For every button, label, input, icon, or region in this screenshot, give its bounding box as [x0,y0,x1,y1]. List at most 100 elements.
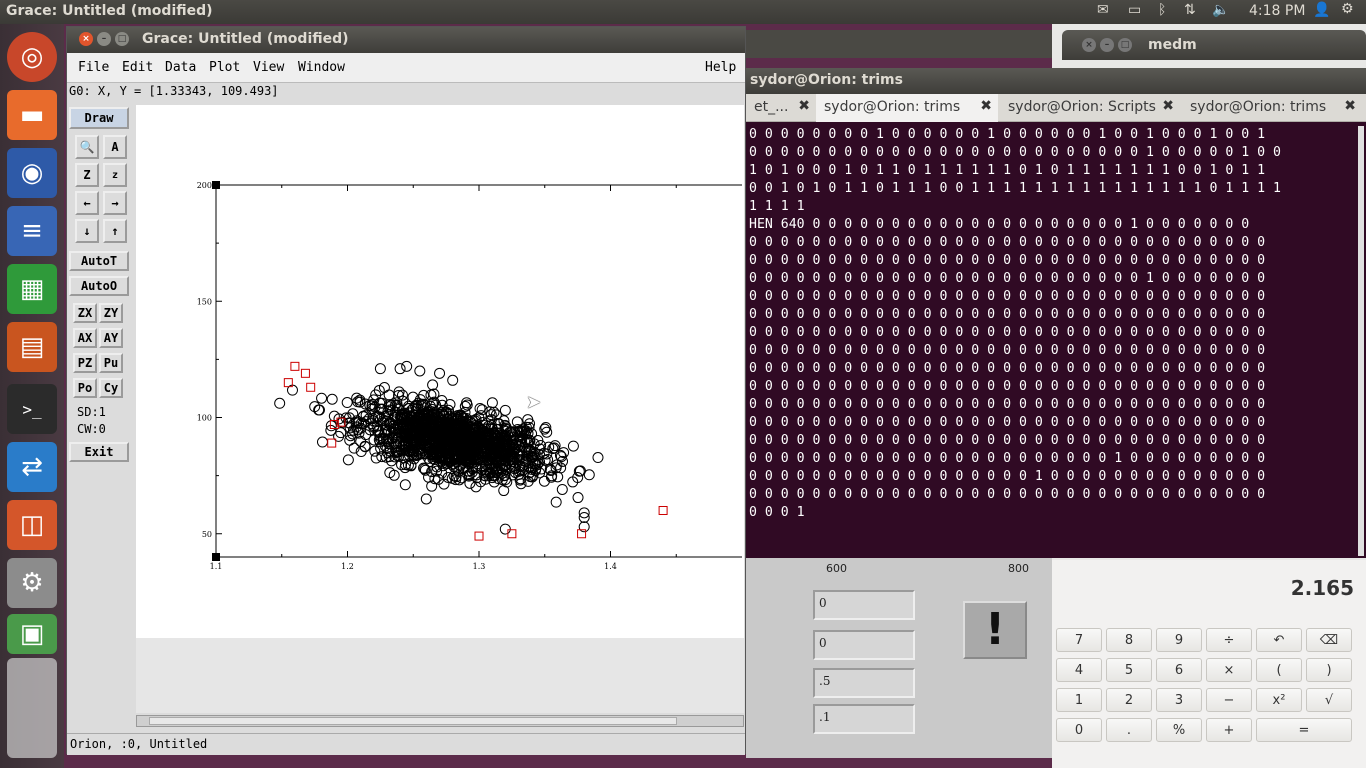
calc-key[interactable]: ( [1256,658,1302,682]
maximize-icon[interactable]: □ [115,32,129,46]
pu-button[interactable]: Pu [99,353,123,373]
clock[interactable]: 4:18 PM [1249,3,1306,19]
x-tick-label: 1.3 [473,562,486,571]
terminal-scrollbar[interactable] [1358,126,1364,556]
calc-key[interactable]: x² [1256,688,1302,712]
terminal-icon[interactable]: >_ [7,384,57,434]
field-3[interactable]: .5 [813,668,915,698]
maximize-icon[interactable]: □ [1118,38,1132,52]
terminal-tab-4[interactable]: sydor@Orion: trims ✖ [1182,94,1362,122]
calc-key[interactable]: 5 [1106,658,1152,682]
terminal-window[interactable]: sydor@Orion: trims et_... ✖ sydor@Orion: … [746,68,1366,558]
ax-button[interactable]: AX [73,328,97,348]
arrow-down-icon[interactable]: ↓ [75,219,99,243]
calc-key[interactable]: + [1206,718,1252,742]
calc-key[interactable]: . [1106,718,1152,742]
autot-button[interactable]: AutoT [69,251,129,271]
gear-icon[interactable]: ⚙ [1341,1,1354,17]
calc-key[interactable]: 9 [1156,628,1202,652]
teamviewer-icon[interactable]: ⇄ [7,442,57,492]
calc-key[interactable]: − [1206,688,1252,712]
po-button[interactable]: Po [73,378,97,398]
calc-key[interactable]: = [1256,718,1352,742]
zoom-out-icon[interactable]: z [103,163,127,187]
menu-view[interactable]: View [253,60,285,75]
calc-key[interactable]: 8 [1106,628,1152,652]
user-icon[interactable]: 👤 [1313,2,1331,18]
zoom-icon[interactable]: 🔍 [75,135,99,159]
calc-key[interactable]: 0 [1056,718,1102,742]
arrow-left-icon[interactable]: ← [75,191,99,215]
menu-edit[interactable]: Edit [122,60,154,75]
close-tab-icon[interactable]: ✖ [798,98,810,114]
bang-button[interactable]: ! [963,601,1027,659]
scroll-thumb[interactable] [149,717,677,725]
zy-button[interactable]: ZY [99,303,123,323]
firefox-icon[interactable]: ◉ [7,148,57,198]
mail-icon[interactable]: ✉ [1097,2,1109,18]
horizontal-scrollbar[interactable] [136,715,744,727]
files-icon[interactable]: ▬ [7,90,57,140]
calc-key[interactable]: √ [1306,688,1352,712]
impress-icon[interactable]: ▤ [7,322,57,372]
minimized-stack-icon[interactable] [7,658,57,758]
zx-button[interactable]: ZX [73,303,97,323]
field-2[interactable]: 0 [813,630,915,660]
terminal-titlebar[interactable]: sydor@Orion: trims [746,68,1366,94]
calc-key[interactable]: 1 [1056,688,1102,712]
autoo-button[interactable]: AutoO [69,276,129,296]
menu-plot[interactable]: Plot [209,60,241,75]
calc-key[interactable]: 7 [1056,628,1102,652]
battery-icon[interactable]: ▭ [1128,2,1142,18]
calc-icon[interactable]: ▦ [7,264,57,314]
network-icon[interactable]: ⇅ [1184,2,1196,18]
minimize-icon[interactable]: – [1100,38,1114,52]
calc-key[interactable]: ↶ [1256,628,1302,652]
calc-key[interactable]: 4 [1056,658,1102,682]
menu-window[interactable]: Window [298,60,345,75]
software-center-icon[interactable]: ◫ [7,500,57,550]
zoom-in-icon[interactable]: Z [75,163,99,187]
draw-button[interactable]: Draw [69,107,129,129]
calc-key[interactable]: 2 [1106,688,1152,712]
menu-help[interactable]: Help [705,60,737,75]
ubuntu-dash-icon[interactable]: ◎ [7,32,57,82]
close-tab-icon[interactable]: ✖ [980,98,992,114]
menu-data[interactable]: Data [165,60,197,75]
field-4[interactable]: .1 [813,704,915,734]
volume-icon[interactable]: 🔈 [1212,2,1230,18]
calc-key[interactable]: ÷ [1206,628,1252,652]
grace-titlebar[interactable]: × – □ Grace: Untitled (modified) [67,27,745,53]
calc-key[interactable]: % [1156,718,1202,742]
system-settings-icon[interactable]: ⚙ [7,558,57,608]
terminal-tab-1[interactable]: et_... ✖ [746,94,816,122]
close-tab-icon[interactable]: ✖ [1344,98,1356,114]
arrow-up-icon[interactable]: ↑ [103,219,127,243]
writer-icon[interactable]: ≡ [7,206,57,256]
autoscale-icon[interactable]: A [103,135,127,159]
bluetooth-icon[interactable]: ᛒ [1158,2,1167,18]
medm-titlebar[interactable]: × – □ medm [1062,30,1366,60]
calc-key[interactable]: 3 [1156,688,1202,712]
calc-key[interactable]: × [1206,658,1252,682]
scatter-plot[interactable]: 1.1 1.2 1.3 1.4 50 100 150 200 [136,105,744,638]
calc-key[interactable]: ⌫ [1306,628,1352,652]
terminal-output[interactable]: 0 0 0 0 0 0 0 0 1 0 0 0 0 0 0 1 0 0 0 0 … [749,126,1364,556]
ay-button[interactable]: AY [99,328,123,348]
close-icon[interactable]: × [1082,38,1096,52]
close-icon[interactable]: × [79,32,93,46]
calc-key[interactable]: 6 [1156,658,1202,682]
terminal-tab-3[interactable]: sydor@Orion: Scripts ✖ [1000,94,1180,122]
terminal-tab-2[interactable]: sydor@Orion: trims ✖ [816,94,998,122]
plot-canvas[interactable]: 1.1 1.2 1.3 1.4 50 100 150 200 [136,105,744,638]
close-tab-icon[interactable]: ✖ [1162,98,1174,114]
field-1[interactable]: 0 [813,590,915,620]
cy-button[interactable]: Cy [99,378,123,398]
minimize-icon[interactable]: – [97,32,111,46]
arrow-right-icon[interactable]: → [103,191,127,215]
menu-file[interactable]: File [78,60,110,75]
calc-key[interactable]: ) [1306,658,1352,682]
pz-button[interactable]: PZ [73,353,97,373]
exit-button[interactable]: Exit [69,442,129,462]
workspace-switcher-icon[interactable]: ▣ [7,614,57,654]
